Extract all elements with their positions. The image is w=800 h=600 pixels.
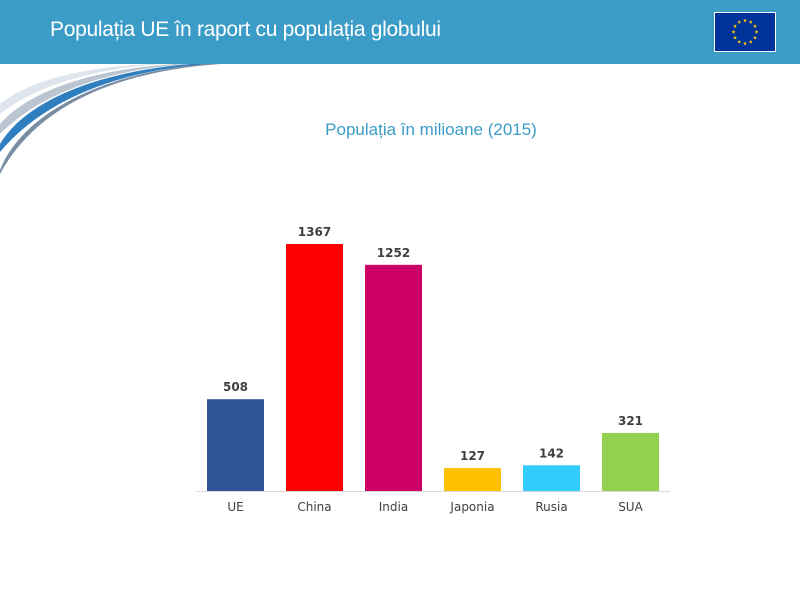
category-label: Rusia [535, 500, 567, 514]
eu-star-icon [731, 29, 736, 34]
eu-star-icon [733, 35, 738, 40]
eu-star-icon [748, 19, 753, 24]
category-label: Japonia [449, 500, 494, 514]
data-label: 1252 [377, 246, 410, 260]
data-label: 508 [223, 380, 248, 394]
data-label: 321 [618, 414, 643, 428]
eu-flag-icon [714, 12, 776, 52]
data-label: 127 [460, 449, 485, 463]
eu-star-icon [743, 41, 747, 46]
bar-japonia [444, 468, 501, 491]
data-label: 142 [539, 446, 564, 460]
category-label: India [379, 500, 408, 514]
eu-star-icon [754, 29, 759, 34]
eu-star-icon [752, 24, 757, 28]
bar-sua [602, 433, 659, 491]
bar-ue [207, 399, 264, 491]
category-label: UE [227, 500, 243, 514]
eu-star-icon [737, 19, 742, 24]
category-label: SUA [618, 500, 643, 514]
bar-india [365, 264, 422, 491]
bar-rusia [523, 465, 580, 491]
category-label: China [297, 500, 331, 514]
eu-star-icon [743, 18, 747, 23]
data-label: 1367 [298, 225, 331, 239]
chart-title: Populația în milioane (2015) [325, 120, 537, 139]
bar-china [286, 244, 343, 491]
eu-star-icon [748, 39, 753, 44]
eu-star-icon [752, 35, 757, 40]
decorative-swoosh [0, 64, 220, 174]
page-title: Populația UE în raport cu populația glob… [50, 18, 441, 41]
header-bar: Populația UE în raport cu populația glob… [0, 0, 800, 64]
eu-star-icon [733, 24, 738, 28]
eu-star-icon [737, 39, 742, 44]
